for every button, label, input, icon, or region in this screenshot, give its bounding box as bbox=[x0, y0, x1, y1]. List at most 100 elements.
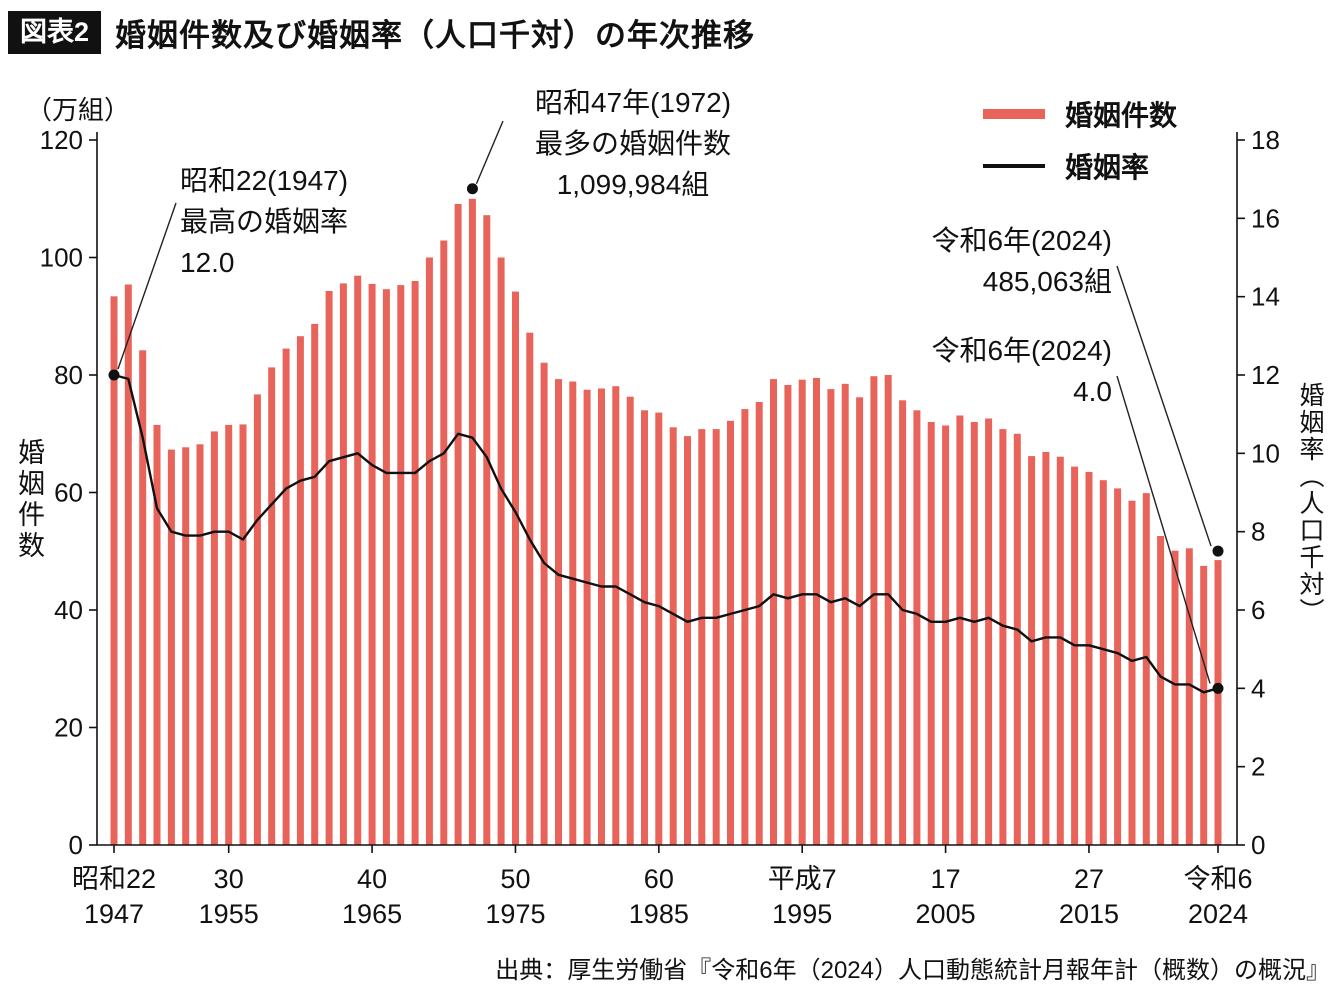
left-tick-label-100: 100 bbox=[40, 243, 83, 273]
marriage-count-bar-1984 bbox=[641, 410, 648, 846]
marriage-count-bar-1997 bbox=[827, 389, 835, 845]
annotation-line: 令和6年(2024) bbox=[931, 335, 1112, 366]
marker-count-2024 bbox=[1212, 545, 1224, 557]
marriage-count-bar-2007 bbox=[970, 422, 978, 845]
leader-rate-1947 bbox=[117, 202, 177, 370]
legend-item-marriage-count: 婚姻件数 bbox=[983, 88, 1177, 140]
marriage-count-bar-1953 bbox=[196, 444, 204, 845]
right-tick-label-2: 2 bbox=[1251, 752, 1265, 782]
marriage-count-bar-1956 bbox=[239, 424, 247, 845]
marriage-rate-swatch bbox=[983, 164, 1045, 168]
marriage-count-bar-1958 bbox=[268, 367, 276, 845]
left-tick-label-40: 40 bbox=[54, 595, 83, 625]
marriage-count-bar-2009 bbox=[999, 429, 1007, 845]
marriage-count-bar-2006 bbox=[956, 415, 964, 845]
marriage-count-bar-1980 bbox=[583, 389, 591, 845]
marriage-count-bar-1999 bbox=[856, 397, 864, 845]
marriage-count-bar-1996 bbox=[813, 377, 820, 845]
marriage-count-bar-1971 bbox=[454, 204, 462, 845]
marriage-count-bar-1988 bbox=[698, 429, 706, 845]
marriage-count-bar-1948 bbox=[124, 284, 132, 845]
marriage-count-bar-1989 bbox=[712, 429, 720, 845]
marriage-count-bar-2016 bbox=[1099, 480, 1107, 845]
marriage-count-bar-2017 bbox=[1114, 488, 1122, 845]
right-axis-label: 婚姻率（人口千対） bbox=[1296, 382, 1324, 625]
marriage-count-bar-1963 bbox=[339, 283, 347, 845]
marriage-count-bar-1981 bbox=[598, 388, 605, 845]
marriage-count-bar-2013 bbox=[1056, 456, 1064, 845]
marriage-count-bar-1983 bbox=[626, 396, 634, 845]
annotation-line: 最多の婚姻件数 bbox=[534, 128, 731, 159]
marriage-count-bar-1978 bbox=[555, 379, 562, 845]
marriage-count-bar-1957 bbox=[253, 394, 261, 845]
right-tick-label-16: 16 bbox=[1251, 203, 1280, 233]
x-label-era-1947: 昭和22 bbox=[72, 864, 156, 894]
marriage-count-bar-2001 bbox=[884, 375, 892, 845]
marriage-count-bar-1950 bbox=[153, 424, 161, 845]
annotation-count-2024: 令和6年(2024) 485,063組 bbox=[931, 220, 1112, 302]
marriage-count-bar-1967 bbox=[397, 285, 405, 846]
legend-item-marriage-rate: 婚姻率 bbox=[983, 140, 1177, 192]
right-tick-label-4: 4 bbox=[1251, 673, 1265, 703]
source-note: 出典：厚生労働省『令和6年（2024）人口動態統計月報年計（概数）の概況』 bbox=[495, 957, 1330, 984]
legend-label-marriage-rate: 婚姻率 bbox=[1065, 152, 1150, 183]
marriage-count-bar-2005 bbox=[942, 425, 950, 845]
left-tick-label-80: 80 bbox=[54, 360, 83, 390]
marker-count-1972 bbox=[466, 183, 478, 195]
x-label-year-1965: 1965 bbox=[342, 899, 402, 929]
x-label-era-2024: 令和6 bbox=[1183, 864, 1252, 894]
x-label-year-2005: 2005 bbox=[916, 899, 976, 929]
marriage-count-bar-2014 bbox=[1071, 466, 1079, 845]
marriage-count-bar-1986 bbox=[669, 427, 677, 845]
marriage-count-bar-1994 bbox=[784, 385, 792, 845]
marriage-count-bar-1973 bbox=[483, 215, 491, 845]
x-label-year-1995: 1995 bbox=[772, 899, 832, 929]
marriage-count-bar-1991 bbox=[741, 409, 749, 845]
marriage-count-bar-2012 bbox=[1042, 452, 1050, 845]
marriage-count-bar-1976 bbox=[526, 332, 534, 845]
marriage-count-bar-1970 bbox=[440, 240, 448, 845]
marriage-count-bar-2022 bbox=[1185, 548, 1193, 845]
marriage-count-bar-1972 bbox=[468, 198, 476, 846]
right-tick-label-10: 10 bbox=[1251, 438, 1280, 468]
marker-rate-2024 bbox=[1212, 682, 1224, 694]
annotation-line: 1,099,984組 bbox=[556, 169, 710, 200]
x-label-era-2015: 27 bbox=[1074, 864, 1104, 894]
marriage-count-bar-1961 bbox=[311, 323, 319, 845]
marriage-count-bar-2023 bbox=[1200, 565, 1208, 845]
x-label-era-1955: 30 bbox=[214, 864, 244, 894]
marriage-count-bar-2019 bbox=[1142, 493, 1150, 845]
left-tick-label-60: 60 bbox=[54, 478, 83, 508]
marriage-count-bar-2021 bbox=[1171, 550, 1179, 845]
marriage-count-bar-1964 bbox=[354, 275, 362, 845]
marriage-count-bar-1975 bbox=[512, 291, 519, 846]
marriage-count-bar-1966 bbox=[382, 289, 390, 845]
marriage-count-bar-1949 bbox=[139, 350, 147, 845]
marriage-count-bar-1990 bbox=[727, 420, 734, 845]
marriage-count-bar-1998 bbox=[841, 383, 849, 845]
leader-count-2024 bbox=[1116, 265, 1212, 547]
x-label-era-2005: 17 bbox=[931, 864, 961, 894]
right-tick-label-0: 0 bbox=[1251, 830, 1265, 860]
annotation-line: 12.0 bbox=[180, 247, 235, 278]
marriage-count-bar-1979 bbox=[569, 381, 577, 845]
annotation-rate-1947: 昭和22(1947) 最高の婚姻率 12.0 bbox=[180, 160, 348, 283]
marriage-count-bar-2004 bbox=[927, 422, 935, 845]
annotation-line: 令和6年(2024) bbox=[931, 225, 1112, 256]
leader-count-1972 bbox=[475, 120, 504, 185]
figure-tag: 図表2 bbox=[8, 11, 102, 54]
marriage-count-bar-2008 bbox=[985, 418, 993, 845]
right-tick-label-8: 8 bbox=[1251, 517, 1265, 547]
right-tick-label-6: 6 bbox=[1251, 595, 1265, 625]
marriage-count-bar-1965 bbox=[368, 283, 376, 845]
marriage-count-bar-2003 bbox=[913, 410, 921, 846]
annotation-rate-2024: 令和6年(2024) 4.0 bbox=[931, 330, 1112, 412]
x-label-year-1955: 1955 bbox=[199, 899, 259, 929]
right-tick-label-14: 14 bbox=[1251, 282, 1280, 312]
marriage-count-bar-1962 bbox=[325, 291, 333, 845]
legend-label-marriage-count: 婚姻件数 bbox=[1065, 100, 1178, 131]
annotation-count-1972: 昭和47年(1972) 最多の婚姻件数 1,099,984組 bbox=[496, 82, 770, 205]
page-title: 婚姻件数及び婚姻率（人口千対）の年次推移 bbox=[115, 18, 756, 53]
left-tick-label-0: 0 bbox=[69, 830, 83, 860]
x-label-year-2015: 2015 bbox=[1059, 899, 1119, 929]
